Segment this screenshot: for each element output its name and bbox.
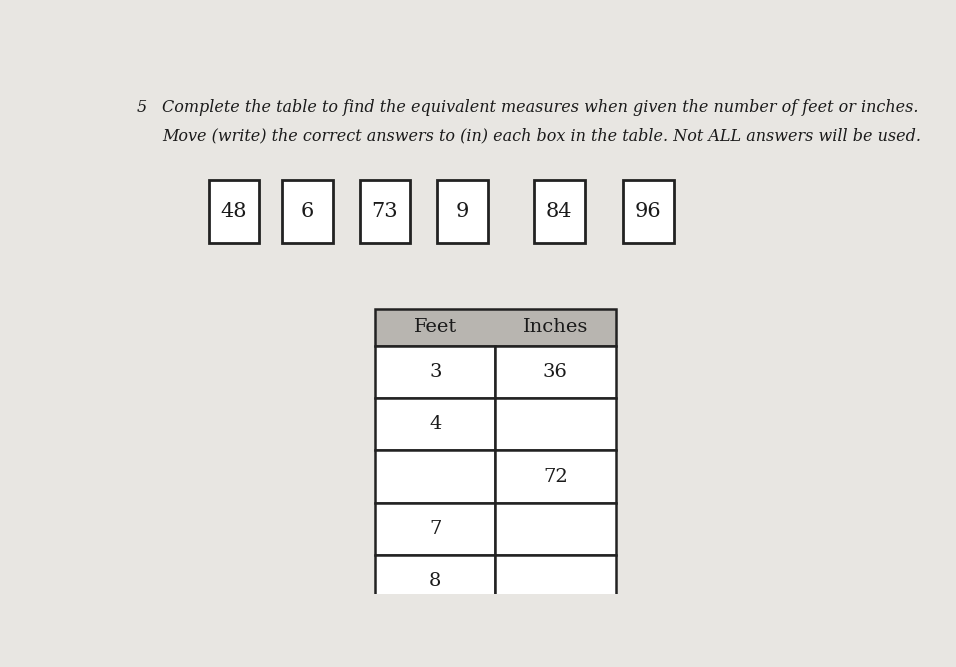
Text: 96: 96 <box>635 202 662 221</box>
Text: 3: 3 <box>429 363 442 381</box>
Text: Move (write) the correct answers to (in) each box in the table. Not ALL answers : Move (write) the correct answers to (in)… <box>163 128 922 145</box>
Text: 4: 4 <box>429 416 442 434</box>
Text: 72: 72 <box>543 468 568 486</box>
Bar <box>495 450 616 503</box>
Bar <box>495 398 616 450</box>
Bar <box>495 555 616 608</box>
Bar <box>376 346 495 398</box>
Bar <box>495 346 616 398</box>
Text: 36: 36 <box>543 363 568 381</box>
Bar <box>376 555 495 608</box>
Text: 9: 9 <box>456 202 469 221</box>
Text: 73: 73 <box>372 202 399 221</box>
Bar <box>623 180 674 243</box>
Bar <box>376 398 495 450</box>
Bar <box>534 180 584 243</box>
Bar <box>376 309 616 346</box>
Text: 7: 7 <box>429 520 442 538</box>
Text: 5: 5 <box>137 99 146 116</box>
Text: Complete the table to find the equivalent measures when given the number of feet: Complete the table to find the equivalen… <box>163 99 919 116</box>
Text: 8: 8 <box>429 572 442 590</box>
Bar <box>495 503 616 555</box>
Text: 48: 48 <box>221 202 247 221</box>
Text: Inches: Inches <box>523 318 588 336</box>
Text: 84: 84 <box>546 202 573 221</box>
Bar <box>359 180 410 243</box>
Text: 6: 6 <box>301 202 315 221</box>
Bar <box>437 180 488 243</box>
Bar <box>376 450 495 503</box>
Bar <box>376 503 495 555</box>
Bar <box>208 180 259 243</box>
Text: Feet: Feet <box>414 318 457 336</box>
Bar <box>282 180 333 243</box>
